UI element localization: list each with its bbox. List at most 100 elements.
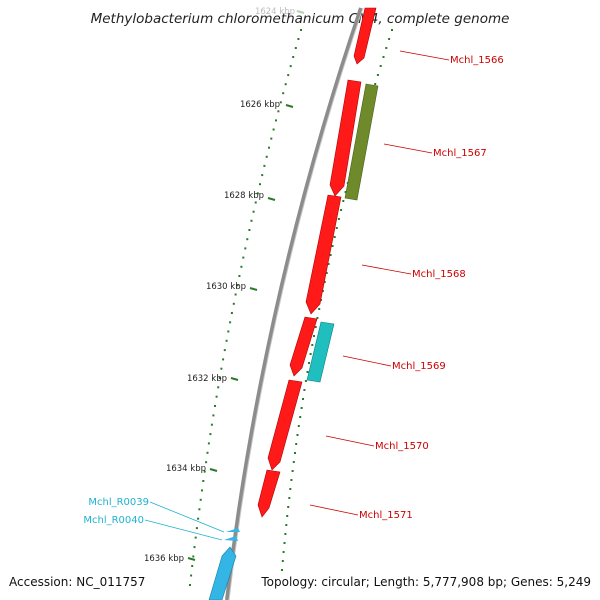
guide-dot [295, 443, 298, 445]
gene-mchl-1569-red[interactable] [289, 316, 318, 377]
guide-dot [229, 321, 232, 324]
tick-label-1634: 1634 kbp [166, 464, 206, 474]
guide-dot [290, 479, 293, 481]
guide-dot [263, 164, 266, 167]
outer-dotted-guide [281, 29, 393, 571]
guide-dot [193, 546, 196, 549]
tick-1630 [249, 287, 258, 291]
genome-summary-text: Topology: circular; Length: 5,777,908 bp… [260, 575, 591, 589]
guide-dot [217, 386, 220, 389]
features [208, 7, 379, 600]
guide-dot [218, 377, 221, 379]
guide-dot [294, 452, 296, 454]
guide-dot [337, 218, 340, 220]
guide-dot [297, 425, 300, 427]
guide-dot [289, 65, 292, 68]
guide-dot [282, 92, 285, 95]
guide-dot [214, 405, 216, 407]
guide-dot [316, 317, 319, 319]
guide-dot [190, 574, 193, 577]
guide-dot [284, 83, 287, 86]
gene-mchl-1569[interactable] [306, 321, 335, 383]
label-mchl-1569[interactable]: Mchl_1569 [392, 361, 446, 372]
tick-1632 [230, 377, 239, 381]
tick-label-1636: 1636 kbp [144, 554, 184, 564]
guide-dot [302, 398, 304, 400]
guide-dot [282, 551, 285, 553]
guide-dot [285, 524, 288, 526]
leader-lines [144, 50, 450, 541]
label-mchl-1566[interactable]: Mchl_1566 [450, 55, 504, 66]
guide-dot [206, 451, 209, 454]
guide-dot [287, 74, 290, 77]
guide-dot [379, 65, 382, 67]
guide-dot [344, 191, 347, 193]
guide-dot [292, 56, 295, 58]
label-mchl-1568[interactable]: Mchl_1568 [412, 269, 466, 280]
guide-dot [340, 209, 343, 211]
guide-dot [189, 584, 191, 586]
rna-mchl-r0039[interactable] [226, 528, 240, 532]
guide-dot [374, 83, 377, 85]
guide-dot [225, 339, 228, 342]
guide-dot [342, 200, 345, 202]
accession-text: Accession: NC_011757 [9, 575, 145, 589]
tick-labels: 1624 kbp 1626 kbp 1628 kbp 1630 kbp 1632… [144, 7, 295, 564]
guide-dot [288, 497, 291, 499]
guide-dot [297, 38, 300, 40]
rna-mchl-r0040[interactable] [224, 536, 238, 541]
gene-mchl-1571[interactable] [257, 469, 281, 518]
guide-dot [327, 263, 330, 265]
guide-dot [385, 47, 388, 49]
gene-mchl-1567-region-red[interactable] [329, 79, 362, 197]
guide-dot [314, 326, 317, 328]
guide-dot [308, 362, 310, 364]
gene-mchl-1567[interactable] [344, 83, 379, 201]
guide-dot [296, 434, 299, 436]
guide-dot [199, 498, 202, 501]
guide-dot [244, 247, 247, 250]
guide-dot [240, 265, 243, 268]
guide-dot [256, 192, 259, 195]
guide-dot [335, 227, 338, 229]
label-mchl-1567[interactable]: Mchl_1567 [433, 148, 487, 159]
guide-dot [191, 565, 194, 567]
gene-bottom-blue[interactable] [208, 546, 237, 600]
label-mchl-1571[interactable]: Mchl_1571 [359, 510, 413, 521]
guide-dot [248, 229, 251, 231]
gene-mchl-1568[interactable] [305, 194, 342, 315]
guide-dot [194, 536, 197, 539]
guide-dot [220, 367, 223, 370]
tick-1636 [187, 557, 196, 561]
gene-mchl-1570[interactable] [267, 379, 303, 471]
guide-dot [309, 353, 312, 355]
guide-dot [325, 272, 328, 274]
guide-dot [286, 515, 289, 517]
guide-dot [203, 470, 206, 473]
guide-dot [265, 155, 268, 158]
guide-dot [294, 47, 297, 49]
guide-dot [205, 461, 208, 464]
gene-mchl-1566[interactable] [353, 7, 377, 65]
label-mchl-1570[interactable]: Mchl_1570 [375, 441, 429, 452]
gene-labels: Mchl_1566 Mchl_1567 Mchl_1568 Mchl_1569 … [83, 55, 503, 526]
guide-dot [210, 423, 213, 426]
guide-dot [252, 210, 255, 213]
label-mchl-r0040[interactable]: Mchl_R0040 [83, 515, 144, 526]
tick-label-1632: 1632 kbp [187, 374, 227, 384]
guide-dot [198, 508, 201, 511]
guide-dot [223, 349, 226, 352]
guide-dot [207, 442, 210, 445]
guide-dot [242, 256, 245, 259]
inner-dotted-guide [189, 29, 302, 586]
tick-label-1630: 1630 kbp [206, 282, 246, 292]
guide-dot [391, 29, 393, 31]
guide-dot [313, 335, 315, 337]
guide-dot [222, 358, 225, 361]
guide-dot [299, 416, 302, 418]
label-mchl-r0039[interactable]: Mchl_R0039 [88, 497, 149, 508]
guide-dot [281, 569, 283, 571]
guide-dot [300, 29, 302, 31]
guide-dot [254, 201, 257, 204]
tick-1626 [285, 104, 294, 108]
